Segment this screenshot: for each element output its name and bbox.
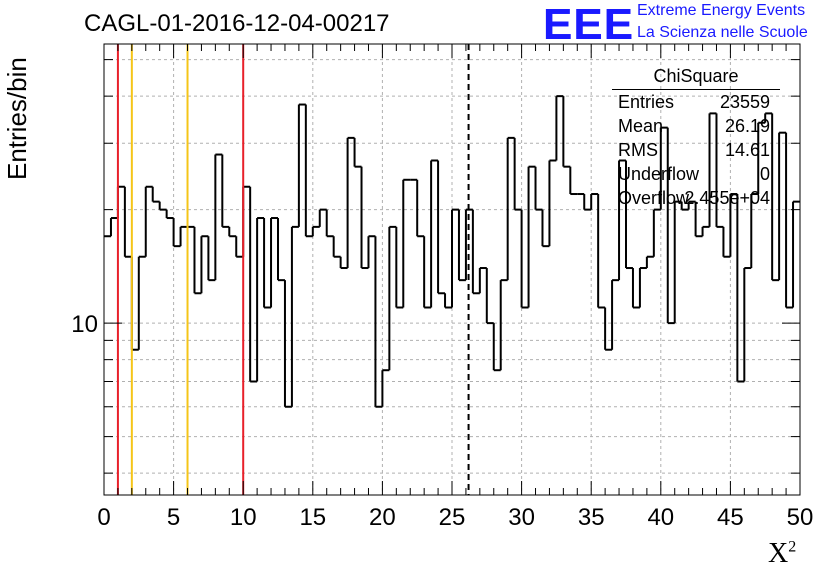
stats-value: 0 (759, 164, 770, 184)
x-tick-label: 25 (439, 504, 466, 531)
y-tick-label: 10 (71, 311, 98, 338)
x-tick-label: 10 (230, 504, 257, 531)
x-tick-label: 5 (167, 504, 180, 531)
y-axis-label: Entries/bin (2, 57, 32, 180)
x-axis-label-superscript: 2 (788, 538, 797, 556)
x-axis-label-base: X (768, 538, 789, 569)
chart-title: CAGL-01-2016-12-04-00217 (84, 10, 390, 37)
x-tick-label: 50 (787, 504, 814, 531)
x-tick-label: 40 (647, 504, 674, 531)
stats-key: Entries (618, 92, 675, 112)
stats-key: Underflow (618, 164, 700, 184)
eee-logo: EEE (543, 0, 635, 49)
stats-value: 14.61 (724, 140, 770, 160)
stats-row-rms: RMS 14.61 (612, 138, 780, 162)
stats-value: 26.19 (724, 116, 770, 136)
x-tick-label: 35 (578, 504, 605, 531)
x-tick-label: 15 (299, 504, 326, 531)
stats-box: ChiSquare Entries 23559 Mean 26.19 RMS 1… (612, 64, 780, 210)
logo-line-2: La Scienza nelle Scuole (637, 24, 808, 41)
stats-row-overflow: Overflow 2.455e+04 (612, 186, 780, 210)
x-tick-label: 30 (508, 504, 535, 531)
stats-row-entries: Entries 23559 (612, 90, 780, 114)
stats-key: Mean (618, 116, 664, 136)
stats-value: 23559 (719, 92, 770, 112)
x-tick-label: 0 (97, 504, 110, 531)
stats-value: 2.455e+04 (684, 188, 770, 208)
logo-line-1: Extreme Energy Events (637, 2, 806, 19)
x-tick-label: 45 (717, 504, 744, 531)
stats-row-underflow: Underflow 0 (612, 162, 780, 186)
stats-title: ChiSquare (612, 64, 780, 90)
stats-key: RMS (618, 140, 658, 160)
x-axis-label: X2 (768, 538, 796, 570)
stats-key: Overflow (618, 188, 690, 208)
x-tick-label: 20 (369, 504, 396, 531)
stats-row-mean: Mean 26.19 (612, 114, 780, 138)
